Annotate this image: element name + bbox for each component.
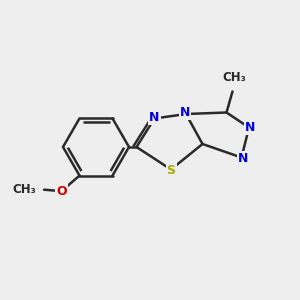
Text: CH₃: CH₃ [12,183,36,196]
Text: N: N [245,121,255,134]
Text: N: N [149,111,160,124]
Text: N: N [180,106,190,119]
Text: O: O [56,185,67,198]
Text: S: S [167,164,176,177]
Text: N: N [238,152,248,165]
Text: CH₃: CH₃ [222,71,246,84]
